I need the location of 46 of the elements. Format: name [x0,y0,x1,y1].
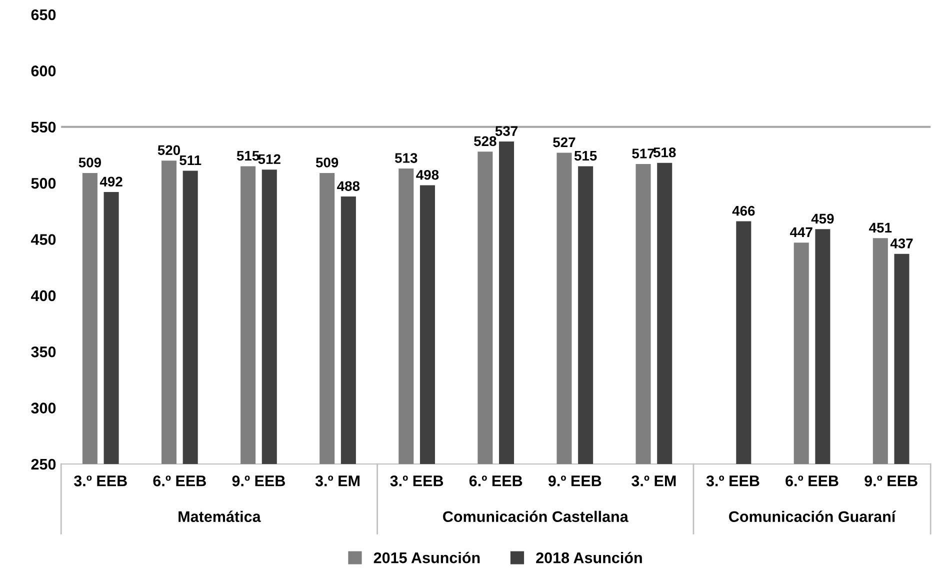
data-label: 509 [78,158,102,168]
y-tick-label: 250 [31,458,56,470]
data-label: 518 [653,147,676,158]
x-tick-label: 3.º EM [315,476,360,486]
data-label: 511 [180,155,202,166]
x-tick-label: 3.º EEB [74,476,127,486]
y-tick-label: 450 [30,234,56,245]
data-label: 498 [416,170,439,180]
y-tick-label: 300 [31,402,56,414]
data-label: 520 [158,145,180,156]
data-label: 488 [337,181,360,192]
legend-label: 2018 Asunción [536,552,642,564]
x-tick-label: 9.º EEB [864,476,918,486]
data-label: 466 [732,206,755,216]
data-label: 437 [890,238,913,248]
x-tick-label: 3.º EM [632,476,676,486]
data-label: 515 [236,150,260,161]
y-tick-label: 350 [31,346,56,358]
data-label: 527 [553,137,576,148]
y-tick-label: 600 [31,66,56,76]
y-tick-label: 400 [30,290,56,302]
data-label: 528 [474,136,496,146]
x-tick-label: 9.º EEB [548,476,602,486]
y-tick-label: 650 [31,9,56,20]
data-label: 509 [316,158,338,168]
data-label: 515 [574,150,597,161]
text: Comunicación Castellana [443,510,628,522]
y-tick-label: 550 [31,122,56,133]
x-tick-label: 6.º EEB [786,476,838,486]
x-tick-label: 9.º EEB [232,476,286,486]
x-tick-label: 3.º EEB [706,476,760,486]
text: Comunicación Guaraní [729,510,896,522]
legend-label: 2015 Asunción [374,552,480,564]
data-label: 517 [632,148,654,158]
x-tick-label: 6.º EEB [469,476,522,486]
data-label: 537 [495,126,518,136]
data-label: 447 [790,227,812,237]
data-label: 492 [100,176,122,187]
data-label: 513 [394,153,418,163]
text: Matemática [178,510,261,522]
data-label: 459 [811,214,834,224]
data-label: 451 [869,222,892,233]
x-tick-label: 3.º EEB [390,476,444,486]
y-tick-label: 500 [31,178,56,189]
x-tick-label: 6.º EEB [153,476,206,486]
data-label: 512 [258,154,280,164]
